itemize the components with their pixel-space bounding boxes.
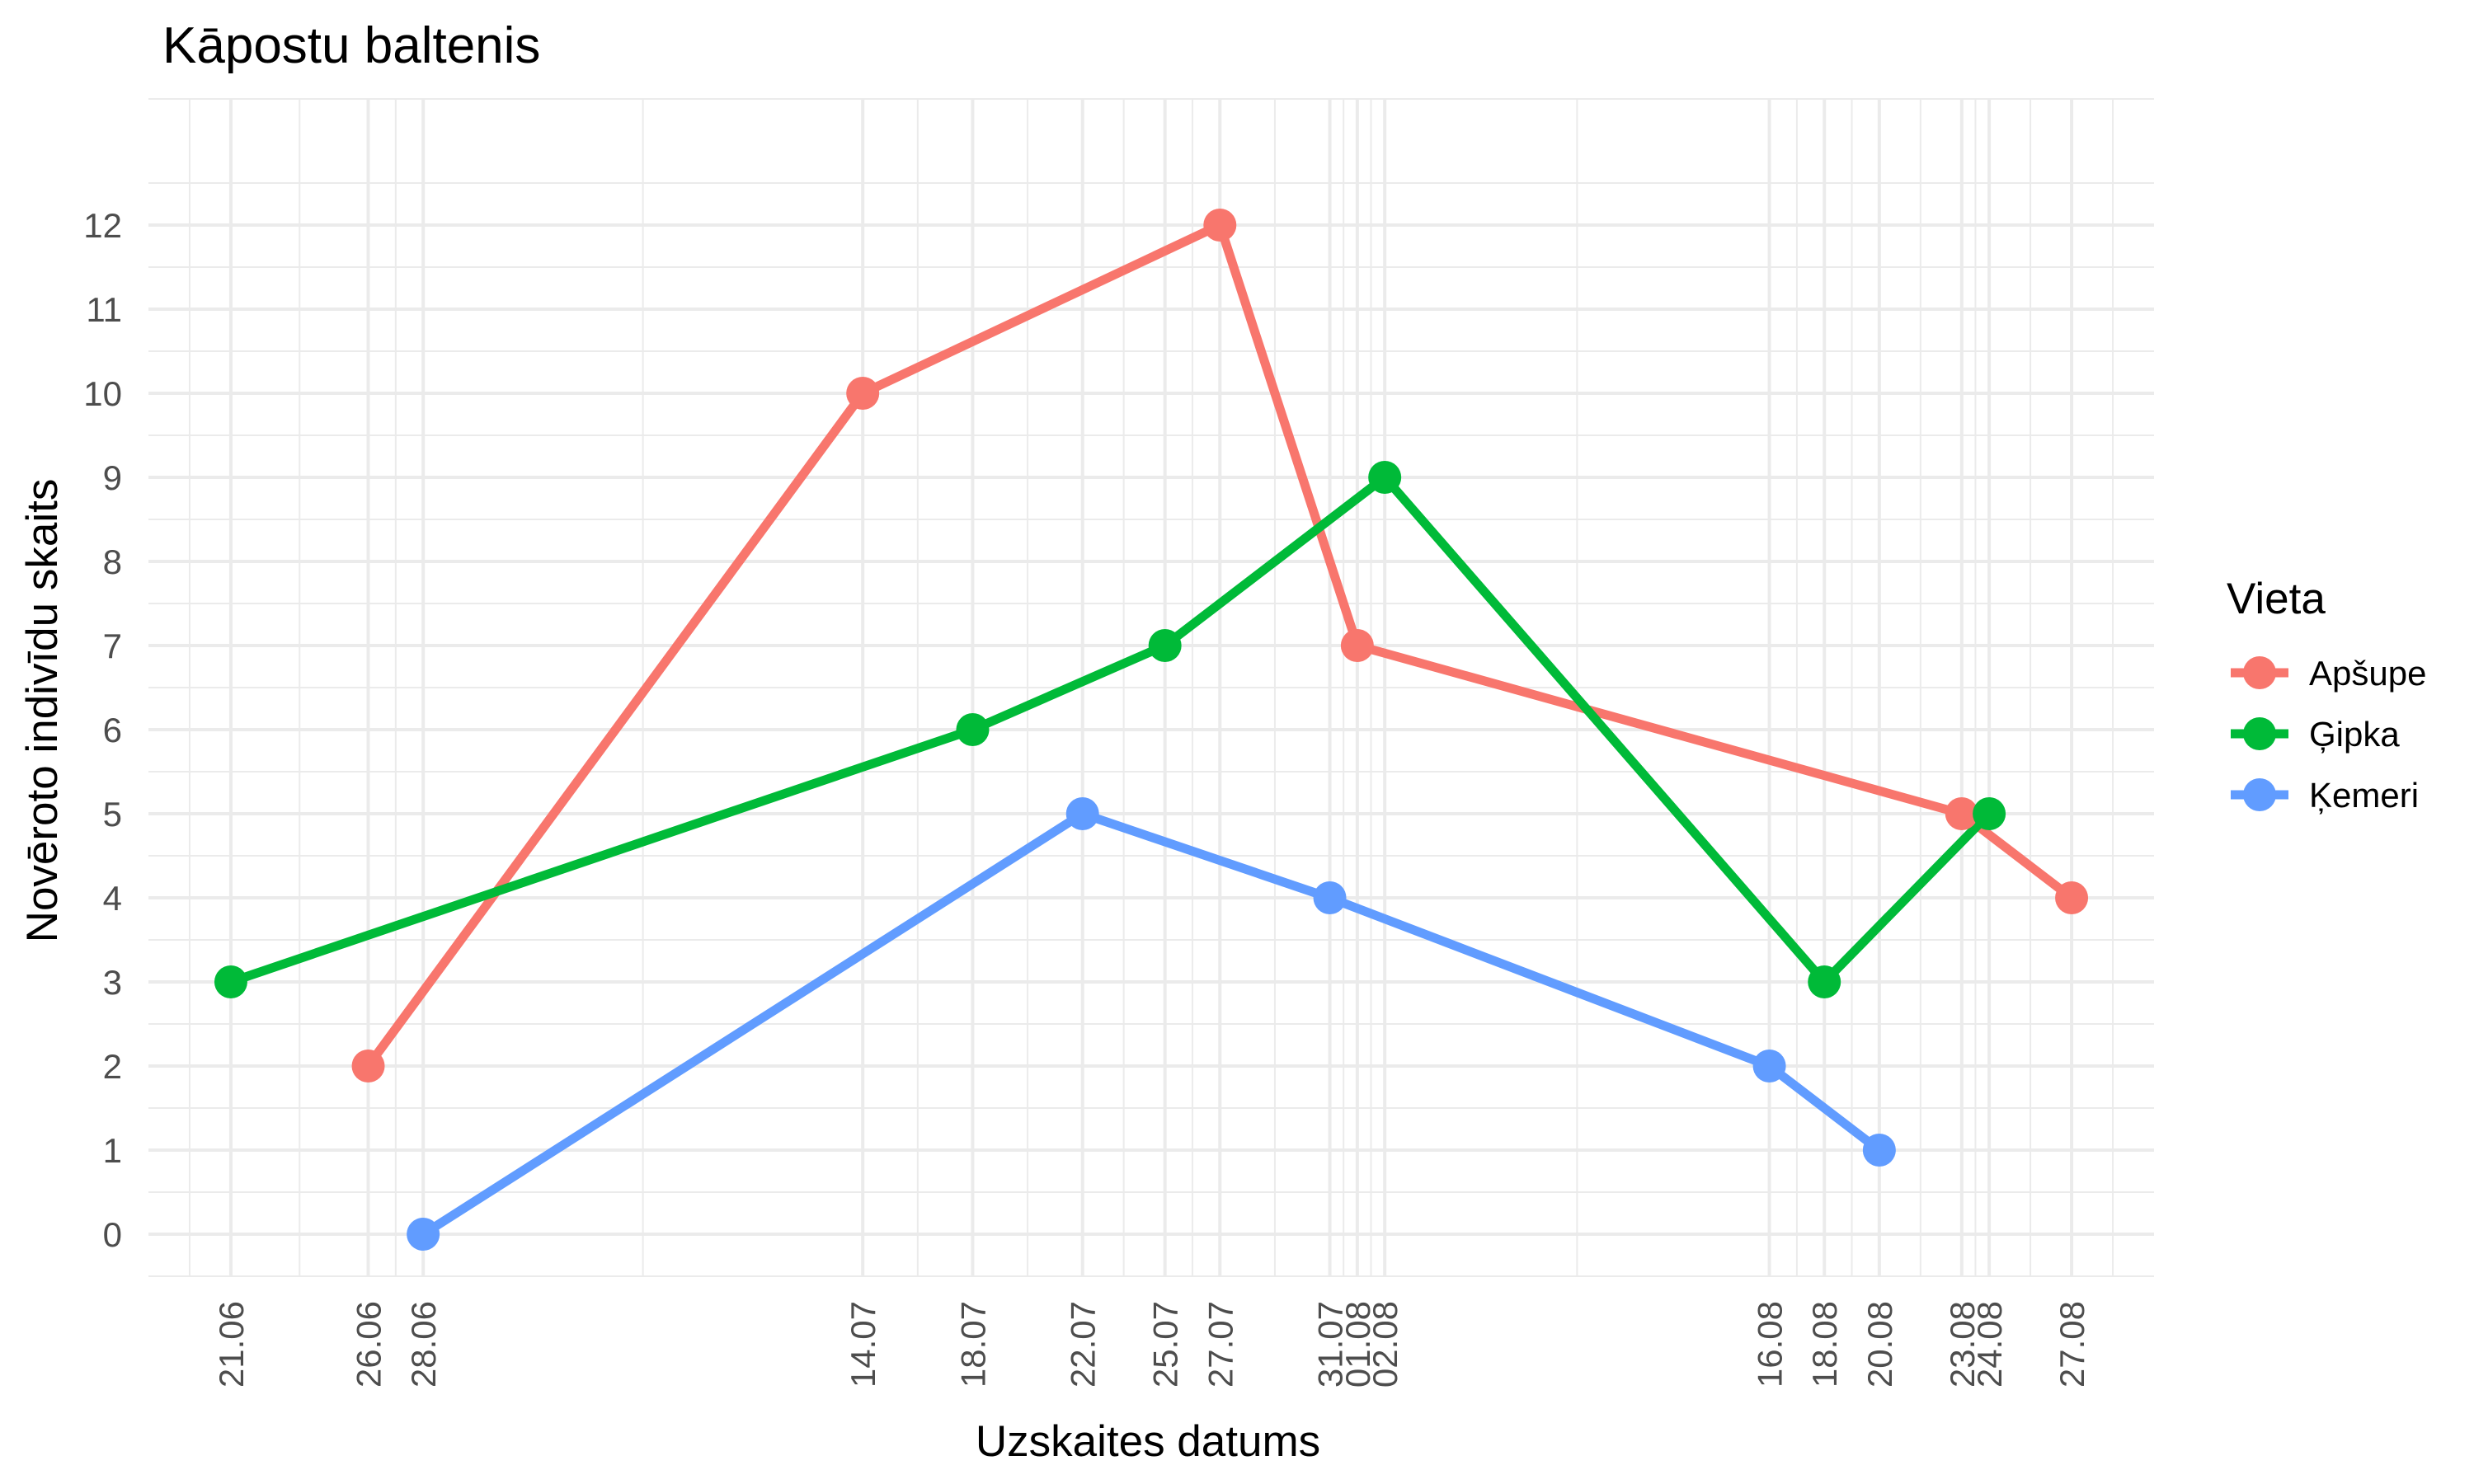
x-tick-label: 14.07 <box>844 1301 882 1388</box>
x-tick-label: 27.08 <box>2053 1301 2091 1388</box>
x-tick-label: 28.06 <box>404 1301 443 1388</box>
y-tick-label: 2 <box>103 1047 122 1086</box>
x-tick-label: 31.07 <box>1311 1301 1350 1388</box>
legend-key-point <box>2243 778 2276 811</box>
data-point <box>1340 629 1374 662</box>
y-tick-label: 7 <box>103 627 122 665</box>
x-tick-label: 26.06 <box>350 1301 388 1388</box>
legend: Vieta Apšupe Ģipka Ķemeri <box>2227 575 2426 815</box>
data-point <box>1862 1134 1896 1167</box>
data-point <box>407 1218 440 1251</box>
data-point <box>1808 965 1841 998</box>
data-point <box>1065 797 1099 830</box>
legend-key-point <box>2243 656 2276 689</box>
legend-items: Apšupe Ģipka Ķemeri <box>2231 654 2426 815</box>
data-point <box>1368 461 1402 494</box>
data-point <box>1752 1050 1786 1082</box>
legend-label: Ģipka <box>2309 715 2400 754</box>
data-point <box>1203 209 1237 242</box>
legend-label: Apšupe <box>2309 654 2426 693</box>
data-point <box>214 965 247 998</box>
data-point <box>1313 881 1347 914</box>
grid <box>148 98 2154 1277</box>
legend-key-point <box>2243 717 2276 750</box>
y-tick-label: 9 <box>103 458 122 497</box>
y-tick-label: 10 <box>83 374 122 413</box>
y-tick-label: 5 <box>103 795 122 834</box>
y-axis-title: Novēroto indivīdu skaits <box>18 479 67 943</box>
x-tick-labels: 21.06 26.06 28.06 14.07 18.07 22.07 25.07 27.07… <box>212 1301 2091 1388</box>
chart-title: Kāpostu baltenis <box>162 17 540 74</box>
y-tick-label: 6 <box>103 711 122 749</box>
x-tick-label: 27.07 <box>1201 1301 1239 1388</box>
x-tick-label: 18.07 <box>953 1301 992 1388</box>
data-point <box>1973 797 2006 830</box>
y-tick-label: 8 <box>103 542 122 581</box>
data-point <box>846 377 880 410</box>
legend-title: Vieta <box>2227 575 2326 623</box>
x-tick-label: 16.08 <box>1751 1301 1790 1388</box>
x-tick-label: 01.08 <box>1338 1301 1377 1388</box>
data-point <box>1945 797 1978 830</box>
x-tick-label: 21.06 <box>212 1301 251 1388</box>
series-line <box>229 472 1993 987</box>
x-tick-label: 22.07 <box>1064 1301 1103 1388</box>
data-point <box>2055 881 2089 914</box>
data-point <box>1148 629 1182 662</box>
data-point <box>351 1050 385 1082</box>
y-tick-label: 1 <box>103 1131 122 1170</box>
y-tick-label: 3 <box>103 963 122 1002</box>
x-tick-label: 18.08 <box>1805 1301 1844 1388</box>
y-tick-label: 12 <box>83 206 122 245</box>
y-tick-label: 4 <box>103 879 122 918</box>
x-tick-label: 24.08 <box>1970 1301 2009 1388</box>
y-tick-label: 11 <box>86 290 122 329</box>
x-tick-label: 25.07 <box>1146 1301 1185 1388</box>
data-point <box>956 713 990 746</box>
legend-label: Ķemeri <box>2309 776 2419 815</box>
x-axis-title: Uzskaites datums <box>976 1417 1320 1466</box>
x-tick-label: 20.08 <box>1860 1301 1899 1388</box>
x-tick-label: 02.08 <box>1366 1301 1404 1388</box>
series-points <box>214 209 2089 1251</box>
y-tick-label: 0 <box>103 1215 122 1254</box>
x-tick-label: 23.08 <box>1943 1301 1982 1388</box>
